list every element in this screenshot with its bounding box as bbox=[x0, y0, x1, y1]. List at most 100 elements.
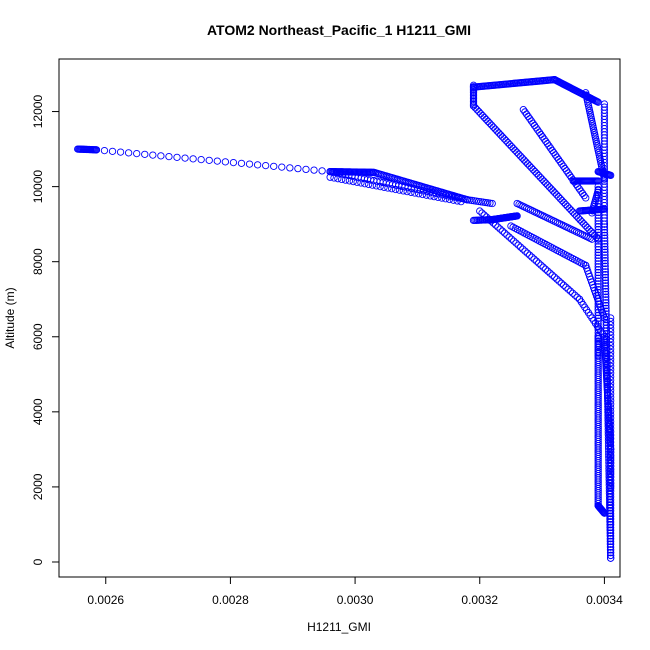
data-point bbox=[108, 147, 117, 155]
data-point bbox=[600, 220, 609, 228]
data-point bbox=[486, 199, 494, 207]
data-point bbox=[521, 247, 529, 255]
data-point bbox=[478, 111, 487, 120]
data-point bbox=[607, 468, 615, 476]
data-point bbox=[594, 277, 602, 285]
data-point bbox=[602, 296, 610, 304]
data-point bbox=[581, 222, 590, 230]
data-point bbox=[607, 386, 615, 395]
data-point bbox=[594, 303, 602, 311]
data-point bbox=[607, 438, 615, 446]
data-point bbox=[491, 125, 499, 133]
data-point bbox=[592, 233, 601, 241]
data-point bbox=[601, 276, 610, 284]
data-point bbox=[515, 150, 523, 158]
data-point bbox=[602, 299, 610, 307]
data-point bbox=[539, 263, 547, 271]
data-point bbox=[607, 379, 615, 388]
data-point bbox=[594, 308, 602, 317]
data-point bbox=[545, 183, 554, 191]
data-point bbox=[480, 211, 488, 219]
x-axis-label: H1211_GMI bbox=[307, 620, 371, 634]
data-point bbox=[607, 417, 615, 426]
data-point bbox=[504, 138, 512, 147]
data-point bbox=[583, 223, 591, 232]
data-point bbox=[607, 393, 615, 401]
data-point bbox=[372, 182, 380, 190]
data-point bbox=[547, 185, 555, 193]
data-point bbox=[601, 268, 609, 276]
data-point bbox=[594, 214, 602, 222]
data-point bbox=[580, 220, 588, 228]
data-point bbox=[465, 196, 474, 204]
data-point bbox=[353, 178, 361, 186]
data-point bbox=[527, 164, 535, 172]
data-point bbox=[574, 214, 582, 222]
data-point bbox=[571, 291, 579, 299]
data-point bbox=[594, 257, 602, 265]
data-point bbox=[601, 256, 609, 265]
data-point bbox=[607, 434, 615, 443]
data-point bbox=[607, 462, 615, 470]
data-point bbox=[532, 257, 541, 265]
data-point bbox=[426, 192, 434, 200]
data-point bbox=[496, 225, 504, 233]
y-tick-label: 0 bbox=[31, 558, 45, 565]
data-point bbox=[498, 133, 507, 141]
data-point bbox=[310, 166, 318, 174]
data-point bbox=[600, 231, 609, 240]
data-point bbox=[514, 241, 522, 249]
data-point bbox=[607, 317, 615, 326]
data-point bbox=[488, 199, 496, 208]
data-point bbox=[510, 237, 518, 245]
data-point bbox=[562, 283, 570, 291]
data-point bbox=[607, 321, 615, 329]
data-point bbox=[607, 331, 615, 339]
data-point bbox=[478, 209, 486, 217]
data-point bbox=[523, 249, 531, 257]
data-point bbox=[221, 158, 230, 166]
y-tick-label: 4000 bbox=[31, 398, 45, 425]
data-point bbox=[411, 189, 419, 197]
data-point bbox=[537, 261, 545, 269]
data-point bbox=[594, 268, 602, 277]
data-point bbox=[262, 161, 270, 170]
data-point bbox=[607, 390, 615, 398]
data-point bbox=[600, 223, 609, 231]
y-tick-label: 6000 bbox=[31, 323, 45, 350]
data-point bbox=[496, 131, 505, 139]
data-point bbox=[516, 243, 525, 251]
data-point bbox=[607, 424, 615, 432]
data-point bbox=[552, 191, 561, 199]
data-point bbox=[253, 161, 262, 169]
data-point bbox=[486, 119, 494, 127]
data-point bbox=[558, 196, 566, 205]
data-point bbox=[476, 207, 484, 215]
data-point bbox=[149, 151, 157, 159]
data-point bbox=[505, 140, 514, 149]
data-point bbox=[512, 239, 520, 247]
y-axis-label: Altitude (m) bbox=[3, 287, 17, 348]
data-point bbox=[607, 448, 615, 456]
x-tick-label: 0.0030 bbox=[337, 593, 374, 607]
data-point bbox=[549, 187, 557, 195]
data-point bbox=[607, 459, 615, 467]
data-point bbox=[551, 189, 559, 197]
y-tick-label: 12000 bbox=[31, 95, 45, 129]
data-point bbox=[601, 262, 609, 270]
data-point bbox=[525, 251, 534, 259]
data-point bbox=[479, 198, 487, 206]
data-point bbox=[607, 521, 615, 529]
data-point bbox=[601, 245, 609, 254]
data-point bbox=[541, 265, 550, 273]
data-point bbox=[607, 495, 615, 504]
data-point bbox=[607, 338, 615, 346]
data-point bbox=[534, 171, 543, 180]
data-point bbox=[594, 263, 602, 271]
y-tick-label: 10000 bbox=[31, 170, 45, 204]
data-point bbox=[607, 526, 615, 534]
data-point bbox=[607, 345, 615, 353]
data-point bbox=[493, 127, 501, 135]
data-point bbox=[607, 476, 615, 484]
data-point bbox=[469, 102, 478, 110]
